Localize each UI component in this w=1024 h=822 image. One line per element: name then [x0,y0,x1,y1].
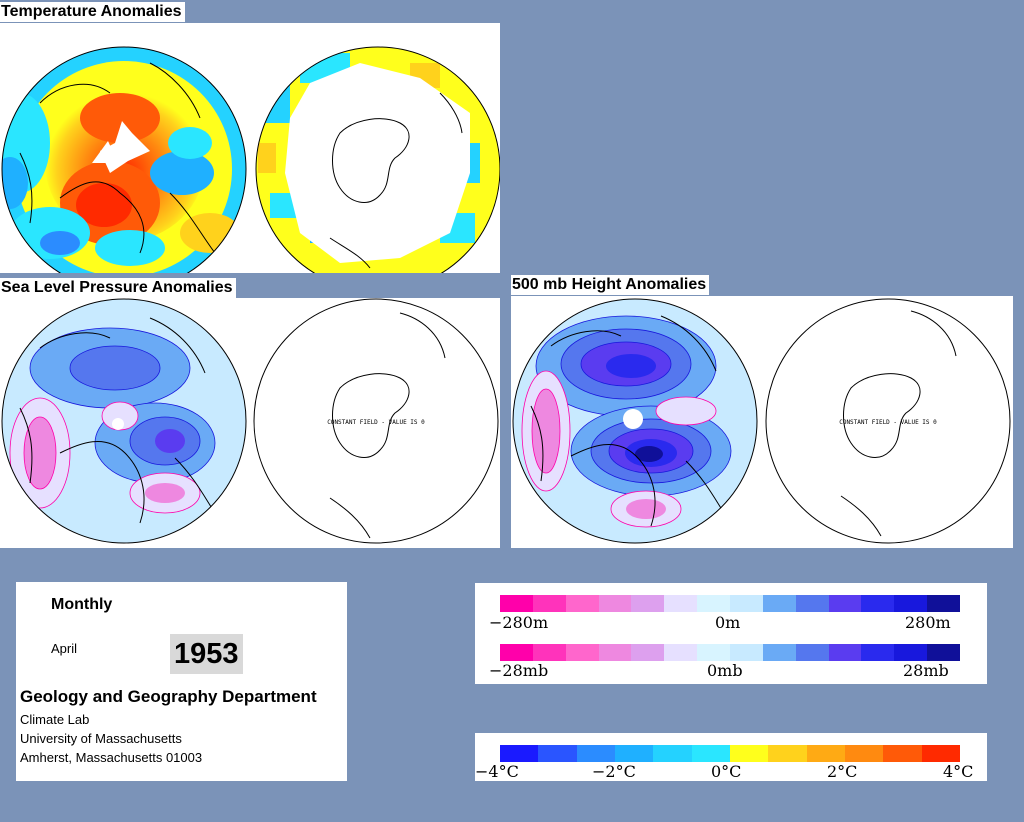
height-maps-panel: CONSTANT FIELD - VALUE IS 0 [511,296,1013,548]
temp-label-5: 4°C [943,762,974,781]
pressure-min-label: −28mb [489,661,549,680]
temperature-swatch-4 [614,745,654,762]
slp-anomalies-title: Sea Level Pressure Anomalies [0,278,236,298]
temperature-swatch-9 [806,745,845,762]
pressure-max-label: 28mb [903,661,949,680]
pressure-swatch-7 [697,644,731,661]
nh-slp-map [2,299,246,543]
pressure-swatch-2 [532,644,566,661]
pressure-color-bar [500,644,961,661]
height-swatch-4 [598,595,632,612]
height-min-label: −280m [489,613,549,632]
period-label: Monthly [51,596,113,613]
temperature-swatch-10 [844,745,884,762]
temperature-legend-panel: −4°C −2°C 0°C 2°C 4°C [475,733,987,781]
height-anomalies-title: 500 mb Height Anomalies [511,275,710,295]
height-mid-label: 0m [715,613,741,632]
temperature-color-bar [500,745,960,762]
temp-label-1: −4°C [475,762,519,781]
height-swatch-14 [927,595,961,612]
height-swatch-1 [500,595,533,612]
height-swatch-7 [697,595,731,612]
year-label: 1953 [170,634,243,674]
nh-height-map [513,299,757,543]
temperature-swatch-2 [538,745,577,762]
temperature-swatch-12 [921,745,960,762]
pressure-swatch-11 [828,644,862,661]
height-swatch-9 [762,595,796,612]
height-swatch-3 [565,595,599,612]
temperature-swatch-1 [500,745,539,762]
slp-constant-field-note: CONSTANT FIELD - VALUE IS 0 [327,419,425,426]
temperature-swatch-8 [768,745,807,762]
lab-label: Climate Lab [20,712,90,727]
pressure-swatch-8 [730,644,763,661]
address-label: Amherst, Massachusetts 01003 [20,750,203,765]
height-swatch-5 [631,595,665,612]
temperature-swatch-7 [729,745,769,762]
pressure-swatch-4 [598,644,632,661]
month-label: April [51,641,78,656]
height-constant-field-note: CONSTANT FIELD - VALUE IS 0 [839,419,937,426]
temperature-swatch-3 [576,745,615,762]
pressure-swatch-14 [927,644,961,661]
temperature-maps [1,46,500,273]
pressure-swatch-13 [894,644,928,661]
height-swatch-6 [664,595,698,612]
temperature-maps-panel [0,23,500,273]
pressure-swatch-5 [631,644,665,661]
pressure-swatch-9 [762,644,796,661]
pressure-swatch-10 [795,644,829,661]
height-swatch-11 [828,595,862,612]
height-swatch-12 [861,595,895,612]
temperature-swatch-5 [653,745,692,762]
height-maps: CONSTANT FIELD - VALUE IS 0 [512,298,1011,544]
height-swatch-13 [894,595,928,612]
temperature-anomalies-title: Temperature Anomalies [0,2,185,22]
temp-label-4: 2°C [827,762,858,781]
department-label: Geology and Geography Department [20,687,317,706]
height-color-bar [500,595,961,612]
sh-slp-map: CONSTANT FIELD - VALUE IS 0 [253,298,499,544]
info-panel: Monthly April 1953 Geology and Geography… [16,582,347,781]
temperature-swatch-11 [883,745,922,762]
temp-label-3: 0°C [711,762,742,781]
slp-maps: CONSTANT FIELD - VALUE IS 0 [1,298,499,544]
height-swatch-2 [532,595,566,612]
pressure-mid-label: 0mb [707,661,743,680]
pressure-swatch-3 [565,644,599,661]
pressure-swatch-1 [500,644,533,661]
height-max-label: 280m [905,613,951,632]
university-label: University of Massachusetts [20,731,182,746]
pressure-swatch-12 [861,644,895,661]
temperature-swatch-6 [691,745,730,762]
pressure-swatch-6 [664,644,698,661]
height-swatch-8 [730,595,763,612]
temp-label-2: −2°C [592,762,636,781]
height-swatch-10 [795,595,829,612]
nh-temperature-map [2,47,246,273]
sh-height-map: CONSTANT FIELD - VALUE IS 0 [765,298,1011,544]
anomaly-legend-panel: −280m 0m 280m −28mb 0mb 28mb [475,583,987,684]
sh-temperature-map [256,47,500,273]
slp-maps-panel: CONSTANT FIELD - VALUE IS 0 [0,298,500,548]
